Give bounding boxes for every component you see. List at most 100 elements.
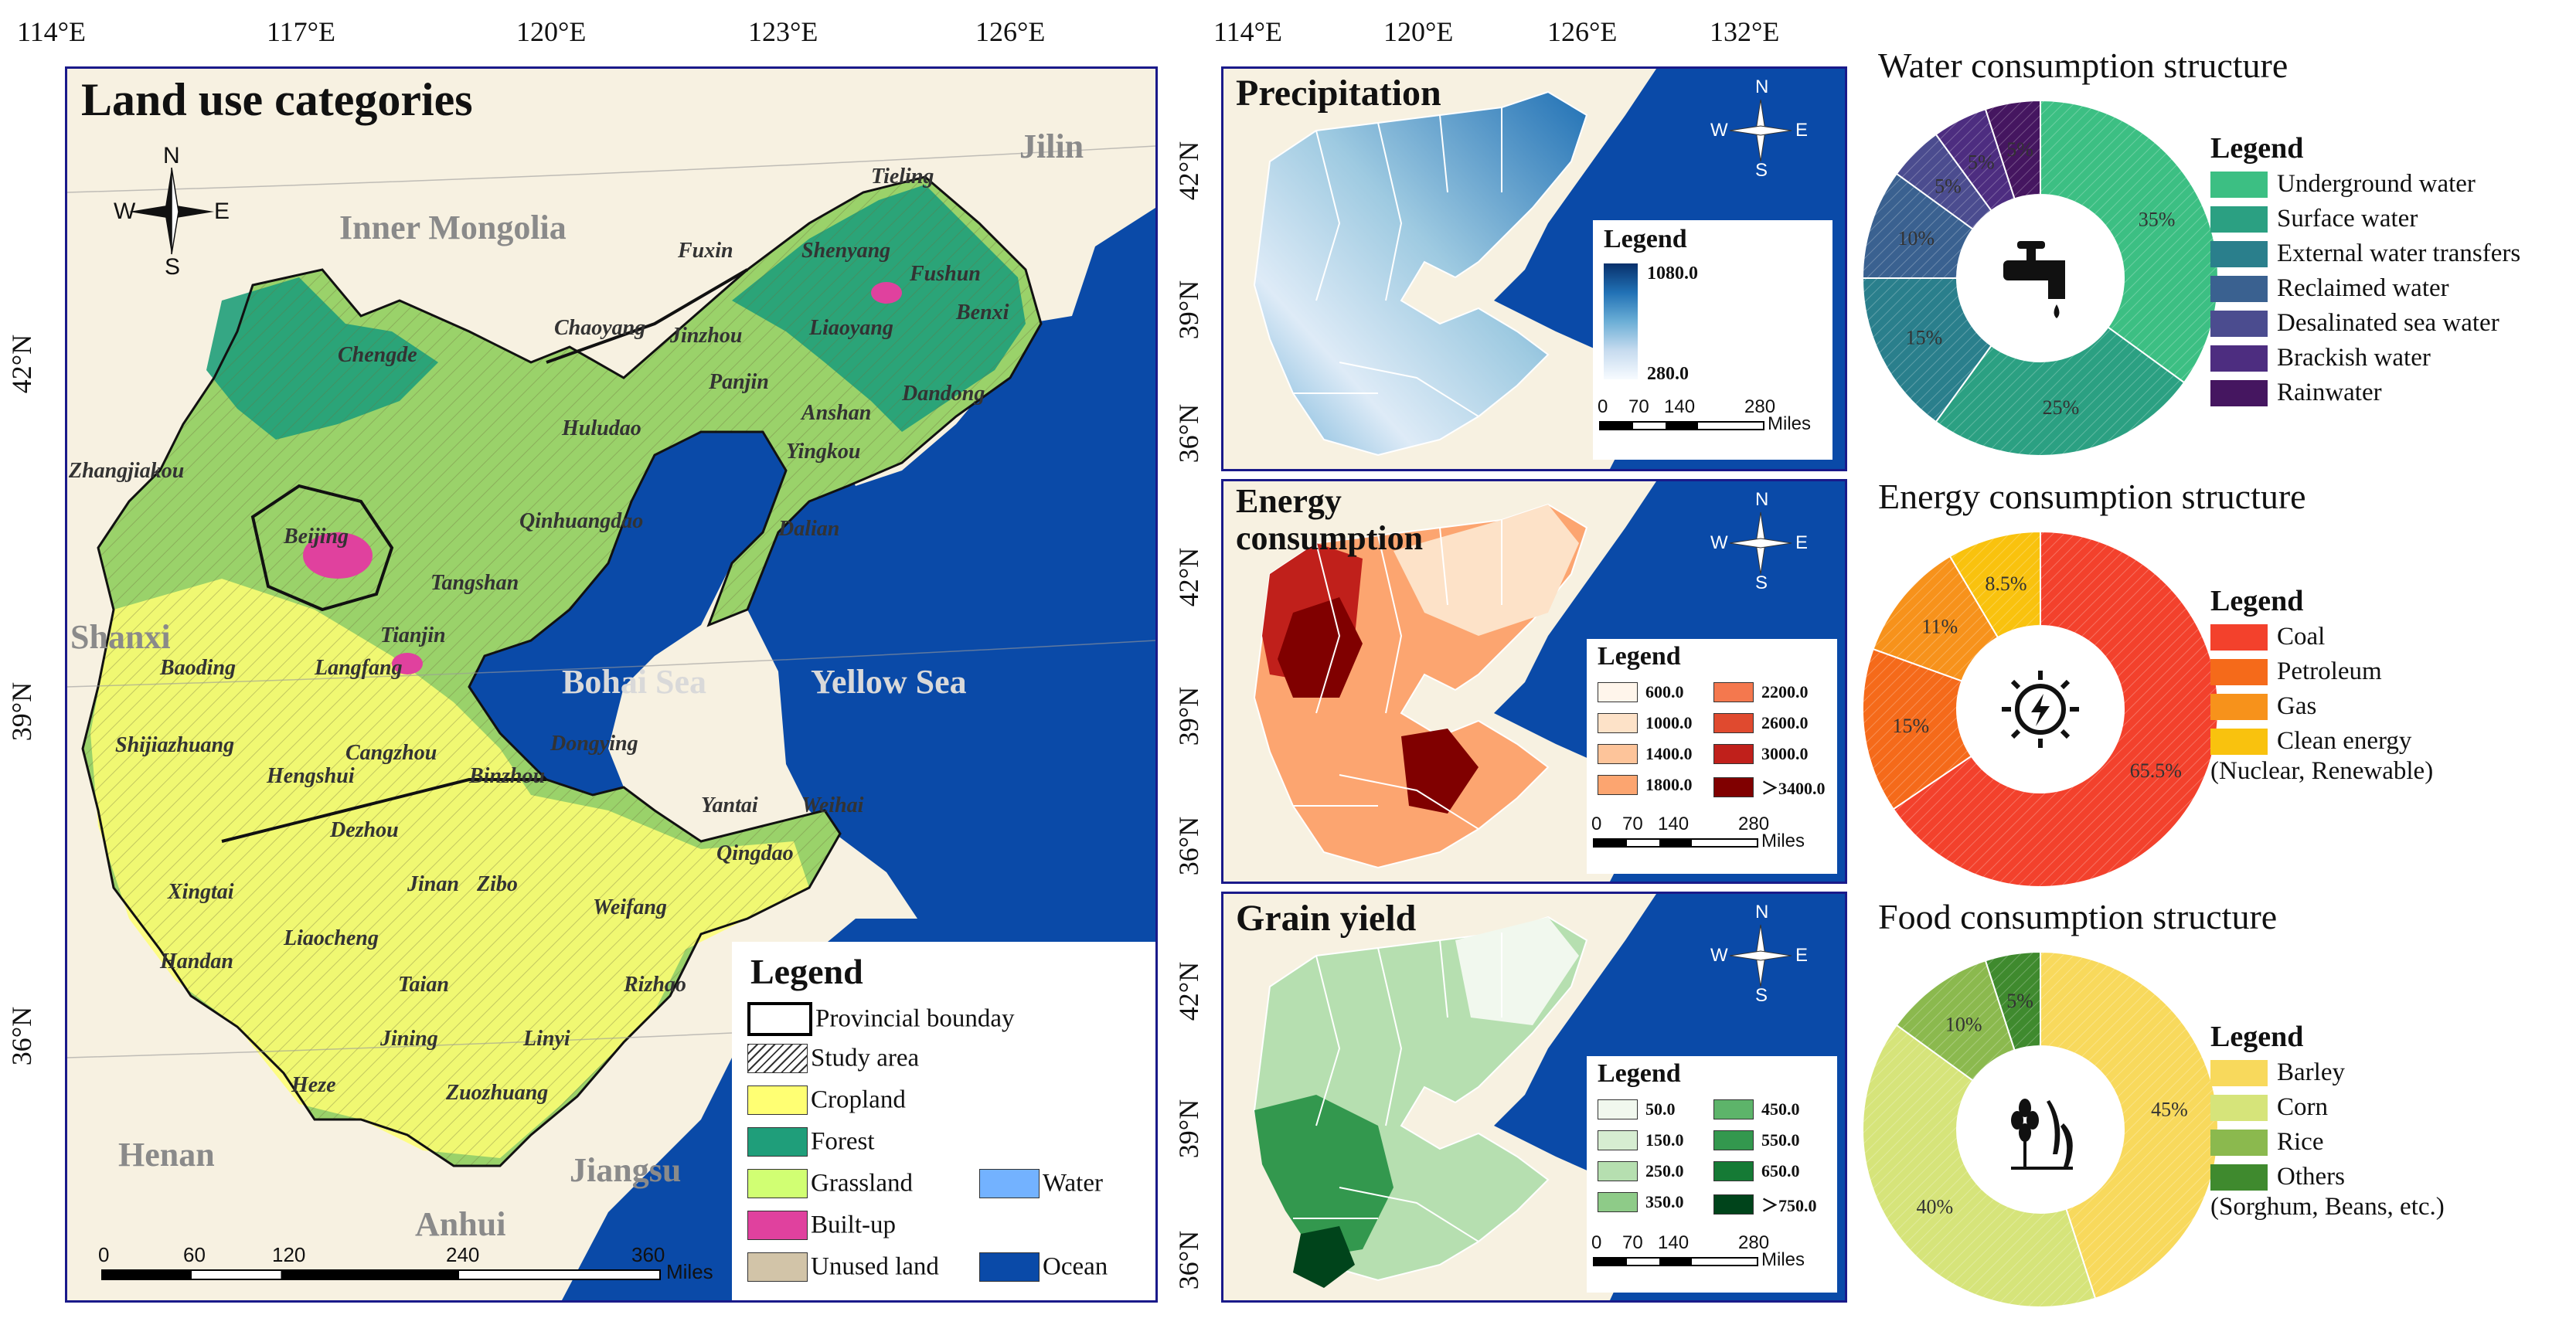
slice-label: 5% bbox=[1968, 151, 1995, 173]
class-swatch bbox=[1598, 713, 1638, 733]
class-swatch bbox=[1713, 682, 1754, 702]
legend-label: Rainwater bbox=[2277, 379, 2382, 406]
legend-swatch bbox=[2210, 1129, 2268, 1156]
region-shanxi: Shanxi bbox=[70, 618, 171, 656]
legend-item: Rainwater bbox=[2210, 379, 2382, 407]
region-anhui: Anhui bbox=[415, 1205, 506, 1243]
slice-label: 11% bbox=[1921, 615, 1958, 637]
tick-39n: 39°N bbox=[6, 681, 38, 742]
slice-label: 10% bbox=[1945, 1013, 1982, 1035]
beijing-builtup bbox=[303, 532, 373, 579]
legend-label: Surface water bbox=[2277, 205, 2418, 233]
main-map-title: Land use categories bbox=[81, 74, 473, 125]
legend-item: Desalinated sea water bbox=[2210, 309, 2499, 338]
water-chart-title: Water consumption structure bbox=[1878, 46, 2288, 85]
precip-min: 280.0 bbox=[1647, 364, 1689, 384]
legend-swatch bbox=[2210, 693, 2268, 720]
class-label: 1800.0 bbox=[1645, 775, 1693, 794]
land-use-map: Land use categories N S W E Inner Mongol… bbox=[65, 66, 1158, 1303]
city-label: Yingkou bbox=[786, 440, 861, 464]
compass-n: N bbox=[1755, 76, 1769, 97]
city-label: Zibo bbox=[477, 872, 518, 896]
legend-class-item: 2200.0 bbox=[1713, 682, 1809, 702]
builtup-swatch bbox=[747, 1211, 808, 1240]
precipitation-title: Precipitation bbox=[1236, 73, 1441, 114]
city-label: Handan bbox=[160, 950, 233, 973]
donut-slice bbox=[2040, 950, 2219, 1300]
peak-yield-zone bbox=[1293, 1226, 1355, 1288]
water-legend: Legend Underground water Surface water Ext… bbox=[2210, 132, 2521, 407]
tick-120e: 120°E bbox=[516, 16, 587, 47]
legend-item: Study area bbox=[747, 1044, 919, 1073]
compass-e: E bbox=[1795, 120, 1809, 141]
legend-sublabel: (Sorghum, Beans, etc.) bbox=[2210, 1193, 2445, 1221]
legend-class-item: 350.0 bbox=[1598, 1192, 1684, 1212]
city-label: Cangzhou bbox=[345, 741, 437, 765]
city-label: Hengshui bbox=[267, 764, 355, 788]
class-label: 1000.0 bbox=[1645, 713, 1693, 732]
legend-item: Barley bbox=[2210, 1058, 2345, 1087]
legend-class-item: 600.0 bbox=[1598, 682, 1684, 702]
province-boundary-shandong bbox=[221, 778, 546, 843]
energy-title: Energy consumption bbox=[1236, 482, 1424, 557]
legend-label: External water transfers bbox=[2277, 240, 2521, 267]
city-label: Fushun bbox=[910, 262, 981, 286]
precip-max: 1080.0 bbox=[1647, 263, 1698, 284]
class-label: 350.0 bbox=[1645, 1192, 1684, 1211]
legend-label: Rice bbox=[2277, 1128, 2324, 1156]
district-lines bbox=[1293, 933, 1502, 1242]
tick-123e: 123°E bbox=[748, 16, 818, 47]
legend-item: Cropland bbox=[747, 1085, 906, 1115]
legend-title: Legend bbox=[1598, 642, 1681, 671]
donut-slice bbox=[1861, 277, 1992, 423]
legend-item: Corn bbox=[2210, 1093, 2328, 1122]
water-swatch bbox=[979, 1169, 1040, 1198]
precipitation-legend: Legend 1080.0 280.0 0 70 140 280 Miles bbox=[1593, 220, 1832, 460]
legend-item: Coal bbox=[2210, 623, 2325, 651]
legend-item: Petroleum bbox=[2210, 657, 2382, 686]
unused-land-swatch bbox=[747, 1252, 808, 1282]
tick-120e: 120°E bbox=[1383, 16, 1454, 47]
class-label: 3000.0 bbox=[1761, 744, 1809, 763]
legend-swatch bbox=[2210, 275, 2268, 302]
tianjin-builtup bbox=[392, 653, 423, 674]
class-swatch bbox=[1713, 1194, 1754, 1215]
legend-item: Underground water bbox=[2210, 170, 2476, 199]
class-swatch bbox=[1598, 1192, 1638, 1212]
energy-legend: Legend 600.0 1000.0 1400.0 1800.0 2200.0 2600… bbox=[1587, 639, 1837, 874]
scale-tick: 360 bbox=[631, 1243, 665, 1266]
class-swatch bbox=[1598, 1130, 1638, 1150]
legend-swatch bbox=[2210, 728, 2268, 755]
legend-swatch bbox=[2210, 240, 2268, 267]
city-label: Dandong bbox=[902, 382, 985, 406]
tick-114e: 114°E bbox=[1213, 16, 1283, 47]
city-label: Liaocheng bbox=[284, 926, 379, 950]
legend-class-item: 150.0 bbox=[1598, 1130, 1684, 1150]
slice-label: 25% bbox=[2043, 396, 2080, 419]
boundary-swatch bbox=[747, 1002, 812, 1036]
shenyang-builtup bbox=[871, 282, 902, 304]
high-yield-zone bbox=[1254, 1095, 1393, 1257]
compass-n: N bbox=[163, 143, 180, 168]
compass-w: W bbox=[114, 199, 136, 224]
scale-tick: 120 bbox=[272, 1243, 306, 1266]
legend-class-item: 50.0 bbox=[1598, 1099, 1676, 1119]
grain-map: Grain yield N S W E Legend 50.0 150.0 250.… bbox=[1221, 892, 1847, 1303]
class-label: 1400.0 bbox=[1645, 744, 1693, 763]
legend-class-item: 2600.0 bbox=[1713, 713, 1809, 733]
legend-item: Ocean bbox=[979, 1252, 1108, 1282]
water-donut-chart: 35% 25% 15% 10% 5% 5% 5% bbox=[1861, 99, 2219, 457]
compass-s: S bbox=[165, 254, 181, 280]
class-swatch bbox=[1598, 682, 1638, 702]
grain-legend: Legend 50.0 150.0 250.0 350.0 450.0 550.0 650.… bbox=[1587, 1056, 1837, 1293]
city-label: Langfang bbox=[315, 656, 403, 680]
tick-117e: 117°E bbox=[267, 16, 336, 47]
small-scale-bar: 0 70 140 280 Miles bbox=[1598, 396, 1812, 434]
city-label: Qingdao bbox=[716, 841, 794, 865]
city-label: Dezhou bbox=[330, 818, 399, 842]
slice-label: 45% bbox=[2151, 1099, 2188, 1121]
compass-w: W bbox=[1710, 120, 1728, 141]
small-scale-bar: 0 70 140 280 Miles bbox=[1591, 1232, 1805, 1270]
compass-e: E bbox=[214, 199, 230, 224]
city-label: Liaoyang bbox=[809, 316, 893, 340]
